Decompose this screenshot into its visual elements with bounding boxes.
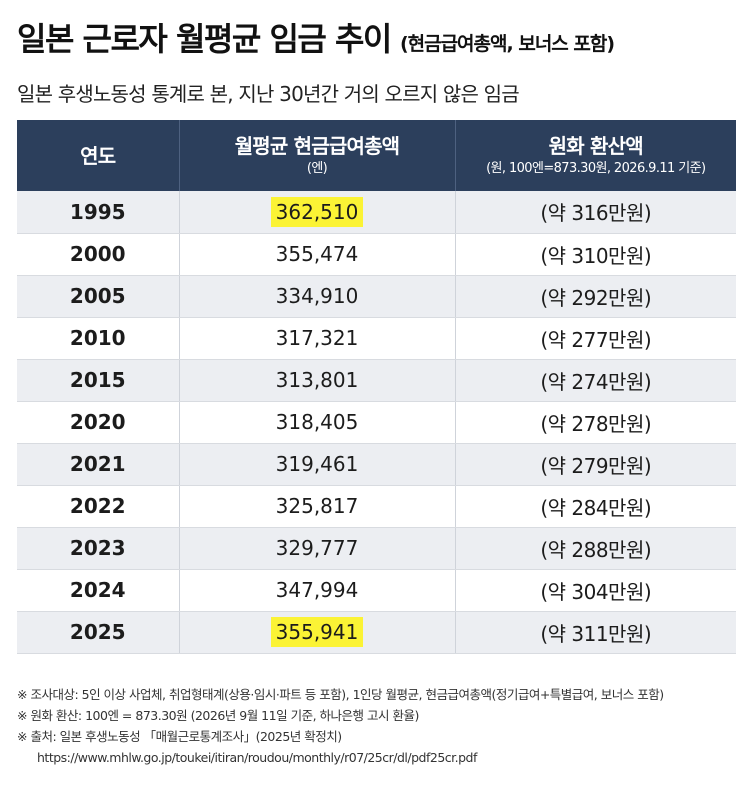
cell-krw: (약 316만원) <box>454 191 736 234</box>
cell-year: 2021 <box>17 443 179 486</box>
table-row: 2023 329,777 (약 288만원) <box>17 527 736 570</box>
cell-wage: 318,405 <box>178 401 455 444</box>
wage-table: 연도 월평균 현금급여총액 (엔) 원화 환산액 (원, 100엔=873.30… <box>17 120 736 654</box>
wage-value: 319,461 <box>275 452 359 476</box>
cell-krw: (약 274만원) <box>454 359 736 402</box>
page-subtitle: 일본 후생노동성 통계로 본, 지난 30년간 거의 오르지 않은 임금 <box>17 82 520 106</box>
cell-krw: (약 279만원) <box>454 443 736 486</box>
title-row: 일본 근로자 월평균 임금 추이 (현금급여총액, 보너스 포함) <box>17 14 737 66</box>
cell-krw: (약 277만원) <box>454 317 736 360</box>
cell-year: 2000 <box>17 233 179 276</box>
table-body: 1995 362,510 (약 316만원) 2000 355,474 (약 310만원)… <box>17 191 736 654</box>
wage-value: 325,817 <box>275 494 359 518</box>
table-row: 2020 318,405 (약 278만원) <box>17 401 736 444</box>
cell-year: 2005 <box>17 275 179 318</box>
header-wage: 월평균 현금급여총액 (엔) <box>178 120 455 191</box>
footnotes: ※ 조사대상: 5인 이상 사업체, 취업형태계(상용·임시·파트 등 포함),… <box>17 684 742 768</box>
cell-year: 2010 <box>17 317 179 360</box>
highlighted-wage-value: 355,941 <box>270 617 364 647</box>
cell-year: 2023 <box>17 527 179 570</box>
note-survey: ※ 조사대상: 5인 이상 사업체, 취업형태계(상용·임시·파트 등 포함),… <box>17 687 664 702</box>
cell-wage: 329,777 <box>178 527 455 570</box>
cell-year: 2022 <box>17 485 179 528</box>
cell-wage: 317,321 <box>178 317 455 360</box>
table-row: 2005 334,910 (약 292만원) <box>17 275 736 318</box>
cell-krw: (약 284만원) <box>454 485 736 528</box>
cell-wage: 334,910 <box>178 275 455 318</box>
table-row: 2025 355,941 (약 311만원) <box>17 611 736 654</box>
header-krw: 원화 환산액 (원, 100엔=873.30원, 2026.9.11 기준) <box>454 120 736 191</box>
cell-wage: 362,510 <box>178 191 455 234</box>
cell-year: 2020 <box>17 401 179 444</box>
cell-wage: 355,941 <box>178 611 455 654</box>
header-year: 연도 <box>17 120 179 191</box>
cell-wage: 313,801 <box>178 359 455 402</box>
highlighted-wage-value: 362,510 <box>270 196 364 227</box>
header-wage-label: 월평균 현금급여총액 <box>234 133 400 158</box>
table-row: 2022 325,817 (약 284만원) <box>17 485 736 528</box>
cell-year: 2015 <box>17 359 179 402</box>
wage-value: 318,405 <box>275 410 359 434</box>
header-year-label: 연도 <box>80 143 116 168</box>
table-row: 2000 355,474 (약 310만원) <box>17 233 736 276</box>
table-header-row: 연도 월평균 현금급여총액 (엔) 원화 환산액 (원, 100엔=873.30… <box>17 120 736 191</box>
cell-year: 2024 <box>17 569 179 612</box>
wage-value: 317,321 <box>275 326 359 350</box>
cell-krw: (약 310만원) <box>454 233 736 276</box>
note-source: ※ 출처: 일본 후생노동성 「매월근로통계조사」(2025년 확정치) <box>17 729 342 744</box>
cell-year: 2025 <box>17 611 179 654</box>
wage-value: 313,801 <box>275 368 359 392</box>
cell-krw: (약 292만원) <box>454 275 736 318</box>
cell-wage: 347,994 <box>178 569 455 612</box>
table-header: 연도 월평균 현금급여총액 (엔) 원화 환산액 (원, 100엔=873.30… <box>17 120 736 191</box>
wage-value: 347,994 <box>275 578 359 602</box>
page-title: 일본 근로자 월평균 임금 추이 <box>17 20 392 58</box>
cell-wage: 325,817 <box>178 485 455 528</box>
cell-krw: (약 311만원) <box>454 611 736 654</box>
cell-year: 1995 <box>17 191 179 234</box>
table-row: 2024 347,994 (약 304만원) <box>17 569 736 612</box>
header-krw-label: 원화 환산액 <box>548 133 644 158</box>
table-row: 2021 319,461 (약 279만원) <box>17 443 736 486</box>
wage-value: 355,474 <box>275 242 359 266</box>
cell-krw: (약 278만원) <box>454 401 736 444</box>
source-url: https://www.mhlw.go.jp/toukei/itiran/rou… <box>37 750 477 765</box>
table-row: 2015 313,801 (약 274만원) <box>17 359 736 402</box>
cell-krw: (약 304만원) <box>454 569 736 612</box>
page-title-qualifier: (현금급여총액, 보너스 포함) <box>399 33 615 55</box>
wage-value: 334,910 <box>275 284 359 308</box>
table-row: 1995 362,510 (약 316만원) <box>17 191 736 234</box>
cell-wage: 355,474 <box>178 233 455 276</box>
note-conversion: ※ 원화 환산: 100엔 = 873.30원 (2026년 9월 11일 기준… <box>17 708 419 723</box>
cell-wage: 319,461 <box>178 443 455 486</box>
header-krw-note: (원, 100엔=873.30원, 2026.9.11 기준) <box>486 160 706 176</box>
header-wage-unit: (엔) <box>306 160 328 176</box>
cell-krw: (약 288만원) <box>454 527 736 570</box>
wage-value: 329,777 <box>275 536 359 560</box>
table-row: 2010 317,321 (약 277만원) <box>17 317 736 360</box>
